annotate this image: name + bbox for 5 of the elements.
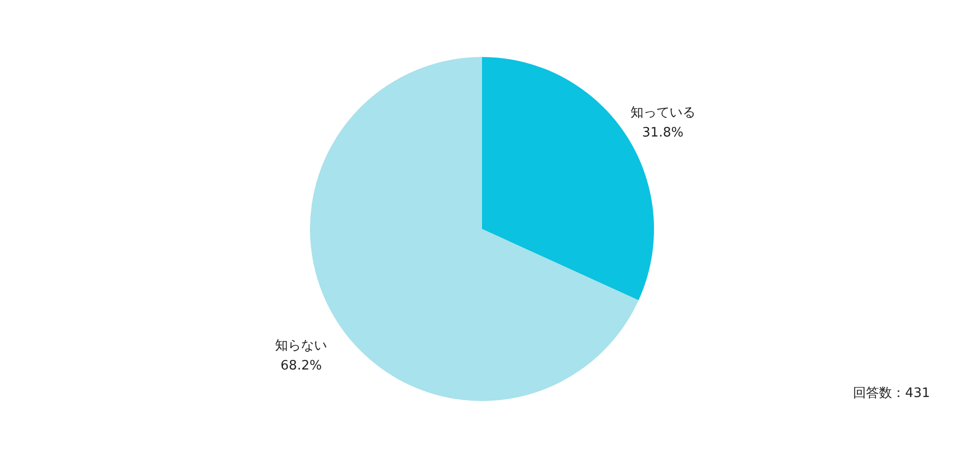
slice-label: 知らない (275, 338, 328, 354)
data-label: 68.2% (280, 358, 322, 374)
text: 回答数：431 (853, 386, 930, 401)
slice-label: 知っている (630, 106, 696, 121)
data-label: 31.8% (642, 126, 684, 141)
